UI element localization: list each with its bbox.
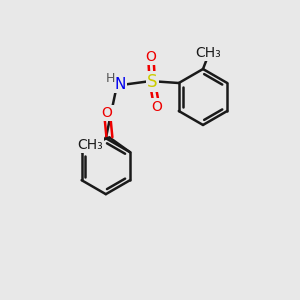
Text: CH₃: CH₃ (77, 138, 103, 152)
Text: CH₃: CH₃ (195, 46, 221, 60)
Text: S: S (147, 73, 158, 91)
Text: H: H (106, 71, 115, 85)
Text: N: N (114, 77, 126, 92)
Text: O: O (151, 100, 162, 114)
Text: O: O (146, 50, 156, 64)
Text: O: O (102, 106, 112, 120)
